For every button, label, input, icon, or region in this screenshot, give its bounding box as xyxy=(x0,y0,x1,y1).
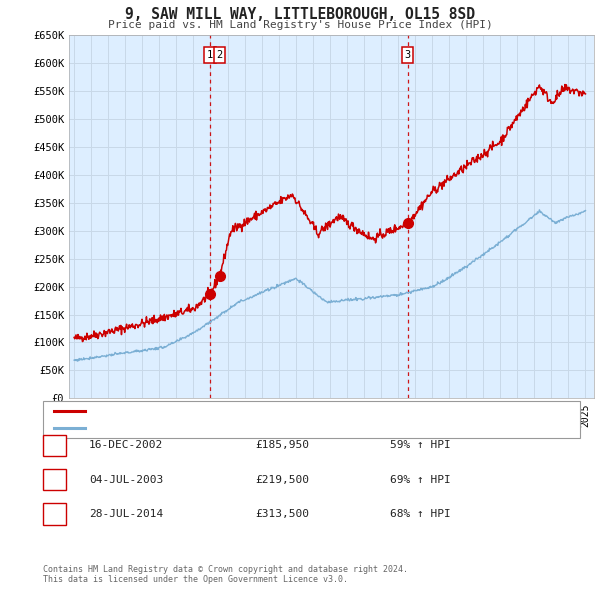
Text: 9, SAW MILL WAY, LITTLEBOROUGH, OL15 8SD (detached house): 9, SAW MILL WAY, LITTLEBOROUGH, OL15 8SD… xyxy=(88,406,445,416)
Text: 9, SAW MILL WAY, LITTLEBOROUGH, OL15 8SD: 9, SAW MILL WAY, LITTLEBOROUGH, OL15 8SD xyxy=(125,7,475,22)
Text: £219,500: £219,500 xyxy=(255,475,309,484)
Text: £185,950: £185,950 xyxy=(255,441,309,450)
Text: Price paid vs. HM Land Registry's House Price Index (HPI): Price paid vs. HM Land Registry's House … xyxy=(107,20,493,30)
Text: HPI: Average price, detached house, Rochdale: HPI: Average price, detached house, Roch… xyxy=(88,423,363,433)
Text: 2: 2 xyxy=(217,50,223,60)
Text: £313,500: £313,500 xyxy=(255,509,309,519)
Text: 04-JUL-2003: 04-JUL-2003 xyxy=(89,475,163,484)
Text: 3: 3 xyxy=(404,50,411,60)
Text: 16-DEC-2002: 16-DEC-2002 xyxy=(89,441,163,450)
Text: 68% ↑ HPI: 68% ↑ HPI xyxy=(389,509,451,519)
Text: 69% ↑ HPI: 69% ↑ HPI xyxy=(389,475,451,484)
Text: 1: 1 xyxy=(51,441,58,450)
Text: 1: 1 xyxy=(206,50,213,60)
Text: 3: 3 xyxy=(51,509,58,519)
Text: 59% ↑ HPI: 59% ↑ HPI xyxy=(389,441,451,450)
Text: 28-JUL-2014: 28-JUL-2014 xyxy=(89,509,163,519)
Text: 2: 2 xyxy=(51,475,58,484)
Text: Contains HM Land Registry data © Crown copyright and database right 2024.
This d: Contains HM Land Registry data © Crown c… xyxy=(43,565,408,584)
